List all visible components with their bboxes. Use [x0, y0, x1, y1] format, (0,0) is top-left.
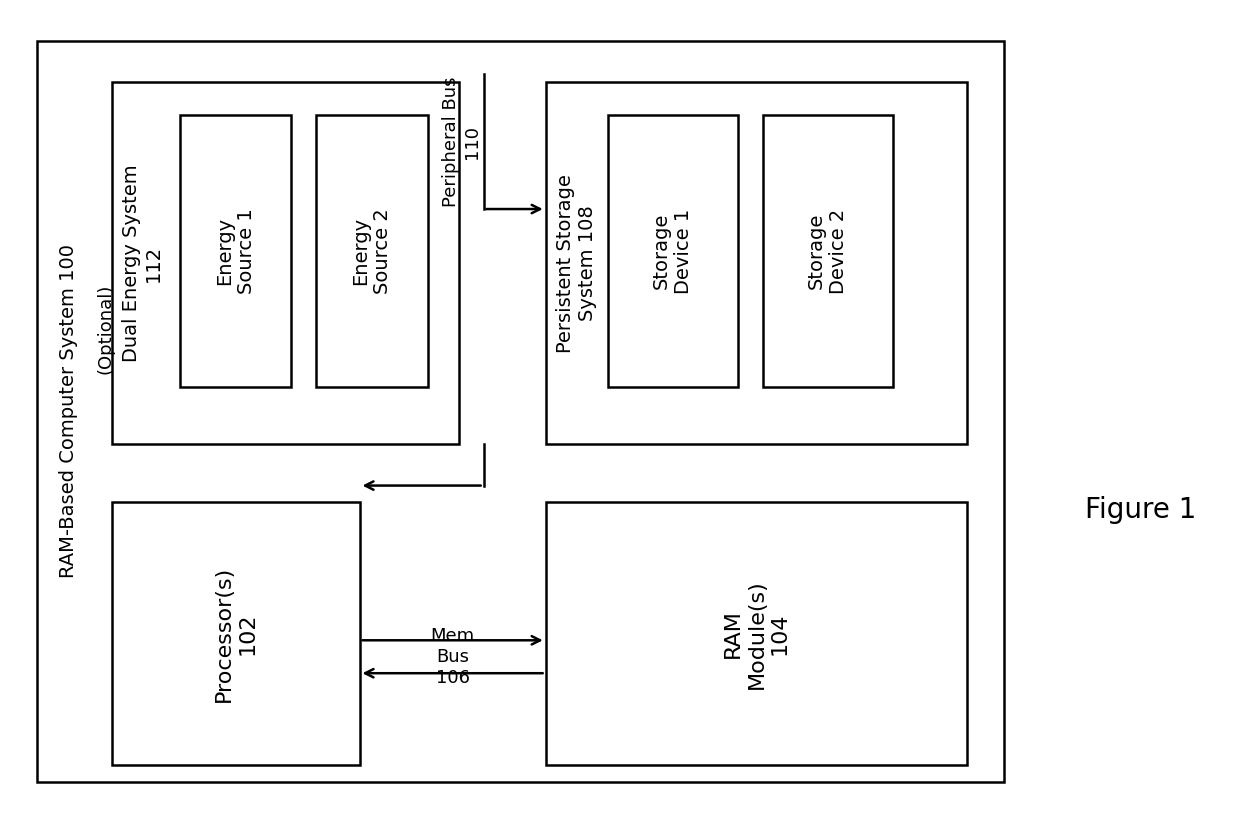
Bar — [608, 115, 738, 387]
Bar — [180, 115, 291, 387]
Bar — [546, 82, 967, 444]
Text: RAM
Module(s)
104: RAM Module(s) 104 — [723, 579, 790, 689]
Text: Energy
Source 1: Energy Source 1 — [215, 208, 257, 294]
Bar — [763, 115, 893, 387]
Bar — [316, 115, 428, 387]
Text: (Optional): (Optional) — [97, 284, 114, 374]
Text: Processor(s)
102: Processor(s) 102 — [215, 565, 257, 702]
Text: Storage
Device 1: Storage Device 1 — [652, 208, 693, 294]
Text: Persistent Storage
System 108: Persistent Storage System 108 — [556, 174, 598, 353]
Bar — [546, 502, 967, 765]
Bar — [37, 41, 1004, 782]
Text: Dual Energy System
112: Dual Energy System 112 — [122, 165, 164, 362]
Bar — [112, 82, 459, 444]
Bar — [112, 502, 360, 765]
Text: Peripheral Bus
110: Peripheral Bus 110 — [441, 77, 481, 207]
Text: Storage
Device 2: Storage Device 2 — [807, 208, 848, 294]
Text: Mem
Bus
106: Mem Bus 106 — [430, 627, 475, 686]
Text: Energy
Source 2: Energy Source 2 — [351, 208, 393, 294]
Text: Figure 1: Figure 1 — [1085, 496, 1197, 524]
Text: RAM-Based Computer System 100: RAM-Based Computer System 100 — [58, 244, 78, 579]
